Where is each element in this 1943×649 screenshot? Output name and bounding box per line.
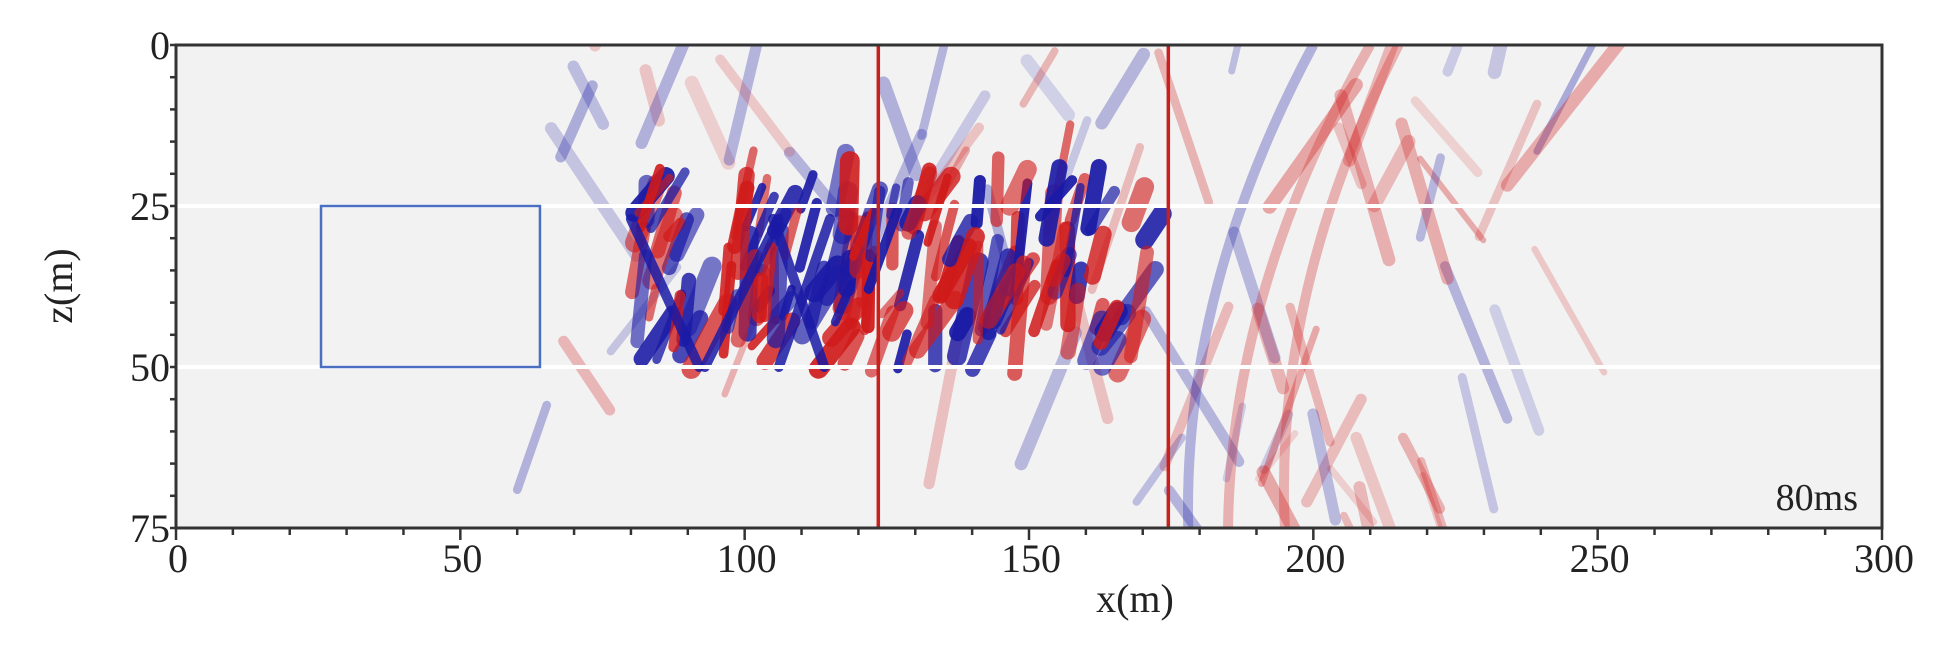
wavefront-streak (595, 0, 638, 46)
y-tick-label: 25 (130, 184, 170, 229)
interference-blob (848, 161, 850, 225)
interference-blob (1068, 291, 1078, 352)
y-tick-label: 75 (130, 506, 170, 551)
x-axis: 0 50 100 150 200 250 300 (168, 528, 1914, 581)
interference-blob (892, 311, 904, 333)
x-tick-label: 150 (1001, 536, 1061, 581)
x-axis-label: x(m) (1096, 576, 1174, 621)
interference-blob (977, 181, 980, 223)
y-tick-label: 0 (150, 23, 170, 68)
interference-blob (958, 316, 968, 333)
x-tick-label: 50 (442, 536, 482, 581)
x-tick-label: 0 (168, 536, 188, 581)
x-tick-label: 300 (1854, 536, 1914, 581)
interference-blob (637, 256, 646, 342)
interference-blob (997, 158, 999, 221)
x-tick-label: 250 (1570, 536, 1630, 581)
y-axis-label: z(m) (36, 248, 81, 324)
interference-blob (1054, 261, 1063, 280)
y-tick-label: 50 (130, 345, 170, 390)
x-tick-label: 100 (717, 536, 777, 581)
time-annotation: 80ms (1776, 477, 1858, 519)
y-axis: 0 25 50 75 (130, 23, 176, 551)
interference-blob (764, 248, 770, 316)
x-tick-label: 200 (1285, 536, 1345, 581)
interference-blob (738, 175, 747, 272)
interference-blob (723, 248, 728, 311)
interference-blob (1092, 234, 1103, 276)
